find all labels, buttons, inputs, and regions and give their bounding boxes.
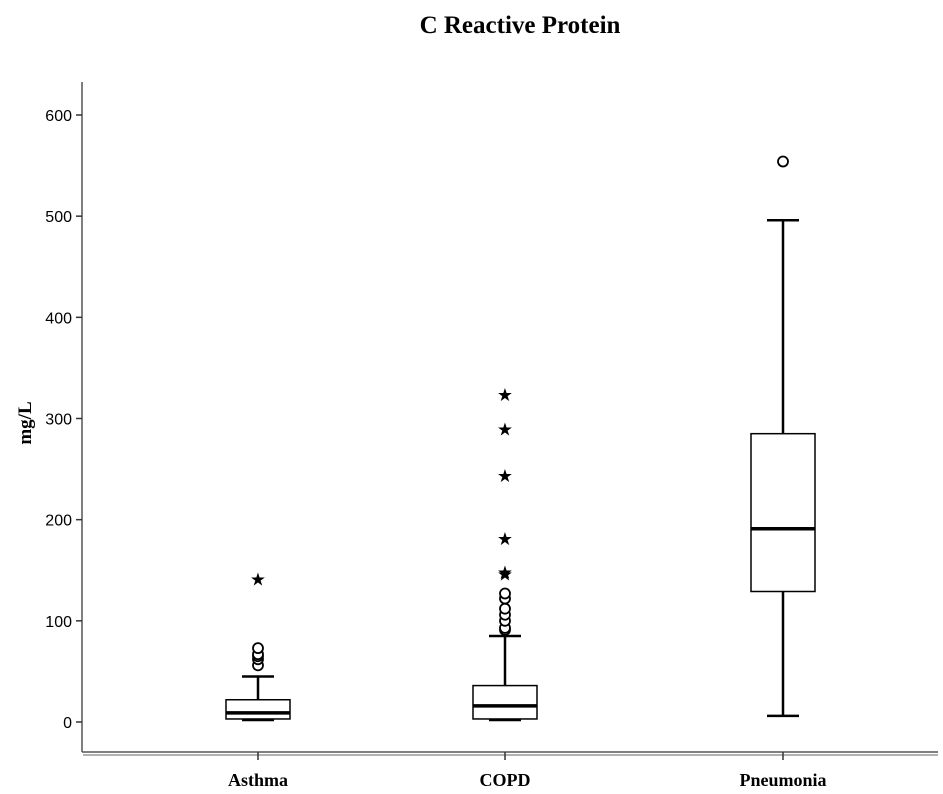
x-tick-label: COPD [480, 770, 531, 790]
y-tick-label: 300 [45, 412, 72, 429]
extreme-point: ★ [497, 529, 513, 550]
y-tick-label: 0 [63, 715, 72, 732]
extreme-point: ★ [497, 564, 513, 585]
x-axis-ticks: Asthma COPD Pneumonia [228, 752, 827, 790]
extreme-point: ★ [250, 569, 266, 590]
outlier-point [777, 155, 789, 168]
outlier-point [499, 587, 511, 600]
iqr-box [750, 432, 816, 593]
y-tick-label: 200 [45, 513, 72, 530]
outlier-point [252, 642, 264, 655]
box-copd: ★★★★★★ [472, 385, 538, 722]
y-tick-label: 100 [45, 614, 72, 631]
iqr-box [225, 698, 291, 720]
x-tick-label: Pneumonia [739, 770, 826, 790]
axes [81, 82, 938, 756]
outlier-point [499, 602, 511, 615]
iqr-box [472, 684, 538, 720]
chart-title: C Reactive Protein [420, 12, 621, 39]
box-asthma: ★ [225, 569, 291, 722]
y-tick-label: 600 [45, 108, 72, 125]
extreme-point: ★ [497, 466, 513, 487]
box-pneumonia [750, 155, 816, 718]
y-axis-ticks: 0 100 200 300 400 500 600 [45, 108, 82, 732]
x-tick-label: Asthma [228, 770, 288, 790]
extreme-point: ★ [497, 420, 513, 441]
boxes: ★ ★★★★★★ [225, 155, 816, 722]
y-axis-label: mg/L [15, 401, 36, 444]
y-tick-label: 500 [45, 209, 72, 226]
extreme-point: ★ [497, 385, 513, 406]
extreme-point: ★ [497, 562, 513, 583]
y-tick-label: 400 [45, 310, 72, 327]
